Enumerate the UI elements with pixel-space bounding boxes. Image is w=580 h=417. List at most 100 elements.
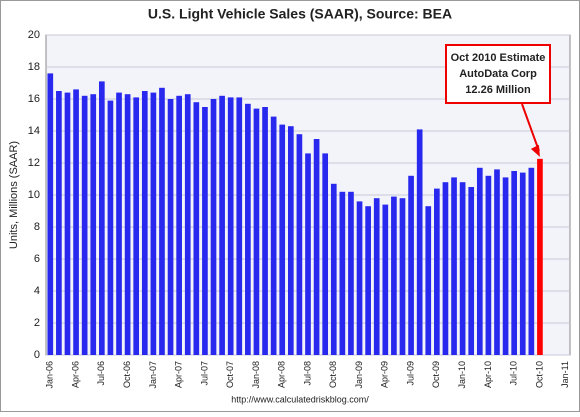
- bar: [47, 73, 54, 356]
- bar: [107, 100, 114, 355]
- annotation-box: [445, 44, 551, 104]
- bar: [116, 92, 122, 355]
- bar: [391, 196, 397, 355]
- y-tick-label: 18: [28, 61, 40, 73]
- bar: [528, 167, 535, 355]
- bar: [451, 177, 457, 355]
- x-tick-label: Jul-06: [96, 361, 106, 386]
- x-tick-label: Jan-09: [354, 361, 364, 389]
- bar: [442, 182, 449, 355]
- x-tick-label: Jul-10: [509, 361, 519, 386]
- bar: [270, 116, 277, 355]
- annotation-arrow: [521, 103, 540, 152]
- source: http://www.calculatedriskblog.com/: [231, 394, 369, 404]
- bar: [253, 108, 260, 355]
- bar: [236, 97, 243, 356]
- arrow-head: [530, 144, 540, 157]
- bar: [511, 171, 517, 355]
- bar: [476, 167, 483, 355]
- bar: [73, 89, 79, 356]
- y-tick-label: 0: [34, 349, 40, 361]
- annotation-text: 12.26 Million: [465, 84, 531, 96]
- x-tick-label: Apr-06: [70, 361, 80, 388]
- bar: [210, 99, 217, 355]
- x-tick-label: Jul-08: [302, 361, 312, 386]
- bar: [150, 92, 157, 355]
- bar: [502, 177, 509, 355]
- x-tick-label: Jan-11: [560, 361, 570, 388]
- bar: [245, 103, 251, 355]
- bar: [339, 191, 346, 355]
- y-axis-label: Units, Millions (SAAR): [8, 141, 20, 249]
- x-tick-label: Oct-07: [225, 361, 235, 388]
- bar: [81, 95, 88, 356]
- x-tick-label: Oct-10: [534, 361, 544, 388]
- bar: [227, 97, 234, 356]
- bar: [193, 102, 200, 355]
- bar: [176, 95, 182, 356]
- x-tick-label: Jan-07: [148, 361, 158, 389]
- x-tick-label: Oct-09: [431, 361, 441, 388]
- bar: [133, 97, 140, 356]
- bar: [56, 91, 62, 355]
- bar: [494, 169, 500, 355]
- bar: [159, 87, 165, 356]
- bar: [348, 191, 354, 355]
- y-tick-label: 12: [28, 157, 40, 169]
- bar: [202, 107, 208, 355]
- bar: [99, 81, 105, 356]
- x-tick-label: Apr-09: [380, 361, 390, 388]
- x-tick-label: Jul-09: [405, 361, 415, 386]
- bar: [219, 95, 225, 356]
- annotation-text: AutoData Corp: [459, 68, 537, 80]
- x-tick-label: Oct-06: [122, 361, 132, 388]
- bar: [365, 206, 371, 355]
- y-tick-label: 20: [28, 29, 40, 41]
- annotation-text: Oct 2010 Estimate: [451, 52, 546, 64]
- bar: [167, 99, 174, 355]
- x-tick-label: Apr-07: [174, 361, 184, 388]
- bar: [373, 198, 380, 355]
- y-tick-label: 4: [34, 285, 40, 297]
- x-tick-label: Apr-08: [277, 361, 287, 388]
- bar: [184, 94, 191, 355]
- bar: [330, 183, 337, 355]
- x-tick-label: Jan-10: [457, 361, 467, 389]
- bar: [416, 129, 423, 355]
- bar: [459, 182, 466, 355]
- bar: [399, 198, 406, 355]
- bar: [519, 172, 526, 355]
- x-tick-label: Apr-10: [483, 361, 493, 388]
- x-tick-label: Jan-06: [45, 361, 55, 389]
- chart-title: U.S. Light Vehicle Sales (SAAR), Source:…: [148, 6, 452, 22]
- y-tick-label: 6: [34, 253, 40, 265]
- bar: [141, 91, 148, 355]
- x-tick-label: Jan-08: [251, 361, 261, 389]
- y-tick-label: 2: [34, 317, 40, 329]
- bar: [356, 201, 363, 355]
- bar: [64, 92, 71, 355]
- bar: [537, 158, 543, 355]
- x-tick-label: Jul-07: [199, 361, 209, 386]
- bar: [305, 153, 311, 355]
- bar: [124, 94, 131, 355]
- x-tick-label: Oct-08: [328, 361, 338, 388]
- y-tick-label: 10: [28, 189, 40, 201]
- y-tick-label: 16: [28, 93, 40, 105]
- bar: [425, 206, 432, 355]
- bar: [279, 124, 286, 355]
- bar: [485, 175, 492, 355]
- bar: [90, 94, 97, 355]
- bar: [296, 134, 303, 355]
- bar: [313, 139, 320, 355]
- bar: [322, 153, 329, 355]
- bar: [287, 126, 294, 355]
- bar: [434, 188, 440, 355]
- bar: [408, 175, 414, 355]
- y-tick-label: 14: [28, 125, 40, 137]
- bar: [382, 204, 389, 355]
- bar: [262, 107, 268, 355]
- y-tick-label: 8: [34, 221, 40, 233]
- bar: [468, 187, 475, 355]
